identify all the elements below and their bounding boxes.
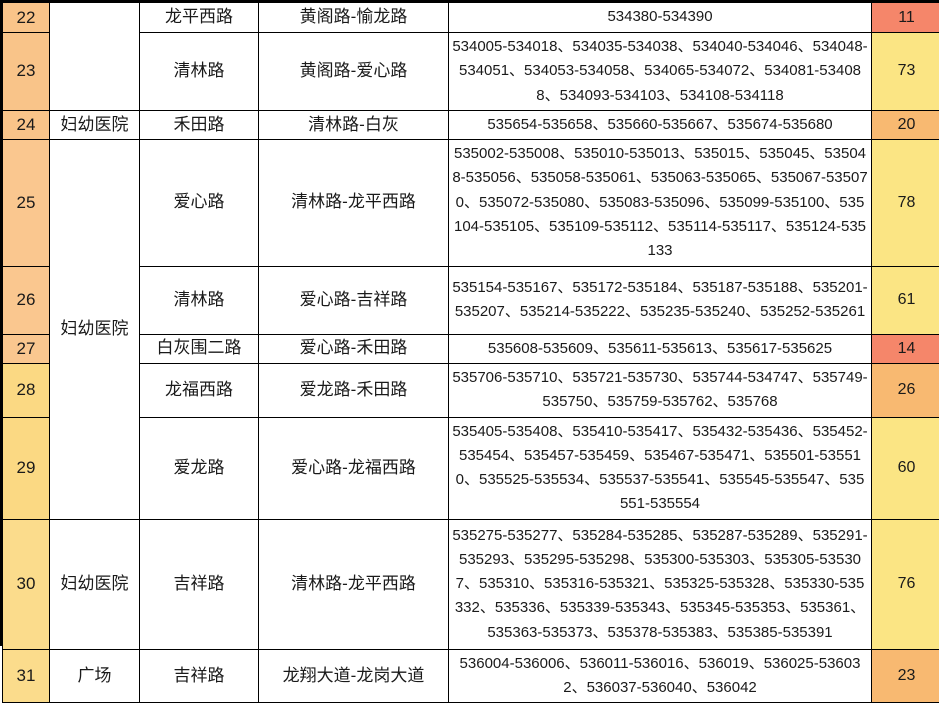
count-cell[interactable]: 11 [872,3,939,33]
table-row[interactable]: 24 妇幼医院 禾田路 清林路-白灰 535654-535658、535660-… [3,110,939,139]
numbers-cell[interactable]: 535654-535658、535660-535667、535674-53568… [449,110,872,139]
site-cell[interactable]: 妇幼医院 [50,110,140,139]
count-cell[interactable]: 61 [872,266,939,334]
table-row[interactable]: 26 清林路 爱心路-吉祥路 535154-535167、535172-5351… [3,266,939,334]
site-cell-merged[interactable]: 妇幼医院 [50,140,140,520]
segment-cell[interactable]: 清林路-龙平西路 [259,140,449,266]
numbers-cell[interactable]: 535275-535277、535284-535285、535287-53528… [449,519,872,649]
row-index-cell[interactable]: 26 [3,266,50,334]
table-row[interactable]: 29 爱龙路 爱心路-龙福西路 535405-535408、535410-535… [3,417,939,519]
segment-cell[interactable]: 爱心路-龙福西路 [259,417,449,519]
row-index-cell[interactable]: 28 [3,363,50,417]
row-index-cell[interactable]: 30 [3,519,50,649]
road-cell[interactable]: 清林路 [140,33,259,111]
segment-cell[interactable]: 黄阁路-爱心路 [259,33,449,111]
numbers-cell[interactable]: 535608-535609、535611-535613、535617-53562… [449,334,872,363]
table-row[interactable]: 22 龙平西路 黄阁路-愉龙路 534380-534390 11 [3,3,939,33]
numbers-cell[interactable]: 535154-535167、535172-535184、535187-53518… [449,266,872,334]
site-cell[interactable]: 妇幼医院 [50,519,140,649]
row-index-cell[interactable]: 29 [3,417,50,519]
segment-cell[interactable]: 黄阁路-愉龙路 [259,3,449,33]
row-index-cell[interactable]: 24 [3,110,50,139]
row-index-cell[interactable]: 25 [3,140,50,266]
table-row[interactable]: 31 广场 吉祥路 龙翔大道-龙岗大道 536004-536006、536011… [3,649,939,703]
count-cell[interactable]: 73 [872,33,939,111]
road-cell[interactable]: 爱龙路 [140,417,259,519]
road-cell[interactable]: 爱心路 [140,140,259,266]
table-body: 22 龙平西路 黄阁路-愉龙路 534380-534390 11 23 清林路 … [3,3,939,703]
site-cell[interactable] [50,3,140,111]
count-cell[interactable]: 14 [872,334,939,363]
row-index-cell[interactable]: 22 [3,3,50,33]
site-cell[interactable]: 广场 [50,649,140,703]
road-cell[interactable]: 禾田路 [140,110,259,139]
road-cell[interactable]: 清林路 [140,266,259,334]
count-cell[interactable]: 78 [872,140,939,266]
row-index-cell[interactable]: 23 [3,33,50,111]
table-row[interactable]: 28 龙福西路 爱龙路-禾田路 535706-535710、535721-535… [3,363,939,417]
numbers-cell[interactable]: 536004-536006、536011-536016、536019、53602… [449,649,872,703]
segment-cell[interactable]: 爱龙路-禾田路 [259,363,449,417]
count-cell[interactable]: 20 [872,110,939,139]
count-cell[interactable]: 23 [872,649,939,703]
count-cell[interactable]: 60 [872,417,939,519]
table-row[interactable]: 27 白灰围二路 爱心路-禾田路 535608-535609、535611-53… [3,334,939,363]
segment-cell[interactable]: 清林路-白灰 [259,110,449,139]
table-row[interactable]: 25 妇幼医院 爱心路 清林路-龙平西路 535002-535008、53501… [3,140,939,266]
count-cell[interactable]: 26 [872,363,939,417]
numbers-cell[interactable]: 534005-534018、534035-534038、534040-53404… [449,33,872,111]
segment-cell[interactable]: 爱心路-吉祥路 [259,266,449,334]
road-cell[interactable]: 吉祥路 [140,519,259,649]
table-row[interactable]: 30 妇幼医院 吉祥路 清林路-龙平西路 535275-535277、53528… [3,519,939,649]
road-cell[interactable]: 龙福西路 [140,363,259,417]
numbers-cell[interactable]: 535706-535710、535721-535730、535744-53474… [449,363,872,417]
road-cell[interactable]: 白灰围二路 [140,334,259,363]
road-cell[interactable]: 吉祥路 [140,649,259,703]
row-index-cell[interactable]: 31 [3,649,50,703]
segment-cell[interactable]: 清林路-龙平西路 [259,519,449,649]
count-cell[interactable]: 76 [872,519,939,649]
table-row[interactable]: 23 清林路 黄阁路-爱心路 534005-534018、534035-5340… [3,33,939,111]
numbers-cell[interactable]: 535405-535408、535410-535417、535432-53543… [449,417,872,519]
row-index-cell[interactable]: 27 [3,334,50,363]
numbers-cell[interactable]: 535002-535008、535010-535013、535015、53504… [449,140,872,266]
numbers-cell[interactable]: 534380-534390 [449,3,872,33]
segment-cell[interactable]: 爱心路-禾田路 [259,334,449,363]
spreadsheet-sheet: 22 龙平西路 黄阁路-愉龙路 534380-534390 11 23 清林路 … [0,0,939,646]
segment-cell[interactable]: 龙翔大道-龙岗大道 [259,649,449,703]
road-cell[interactable]: 龙平西路 [140,3,259,33]
